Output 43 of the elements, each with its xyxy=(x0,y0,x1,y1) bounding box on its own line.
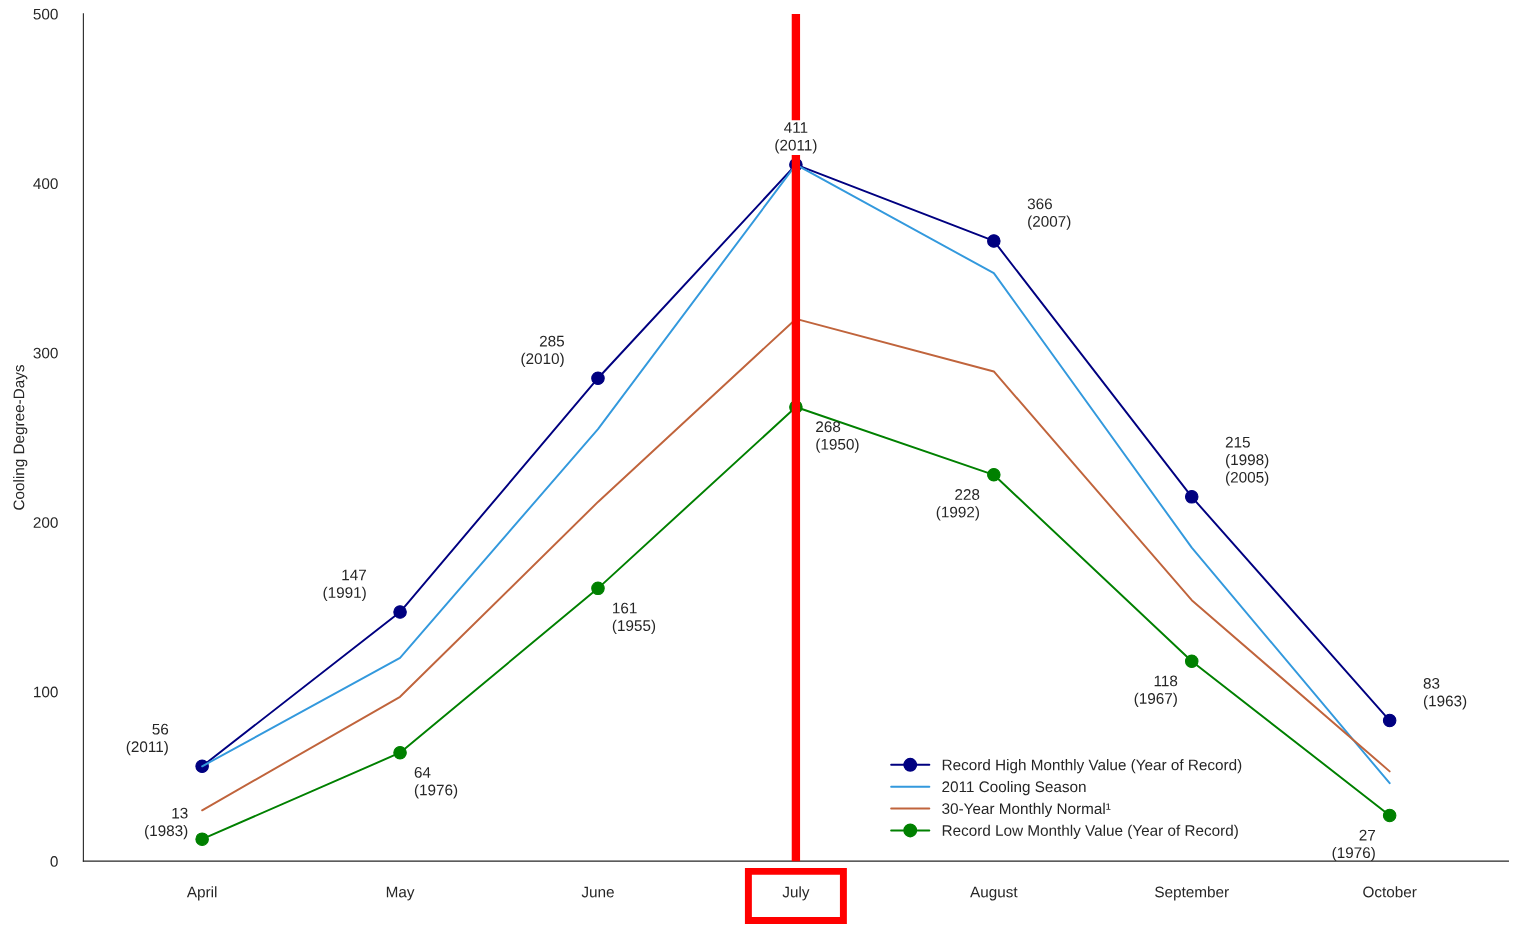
point xyxy=(591,371,605,385)
data-label: 285 (2010) xyxy=(521,335,565,368)
data-label: 27 (1976) xyxy=(1332,829,1376,862)
point xyxy=(393,745,407,760)
y-tick-label: 400 xyxy=(33,178,58,190)
data-label: 228 (1992) xyxy=(936,489,980,521)
y-tick-label: 300 xyxy=(33,347,58,359)
x-tick-label: May xyxy=(386,886,415,901)
x-tick-label: April xyxy=(186,886,217,901)
y-tick-label: 100 xyxy=(34,686,58,698)
data-label: 411 (2011) xyxy=(775,122,817,154)
data-label: 83 (1963) xyxy=(1423,678,1467,710)
point xyxy=(1184,490,1199,504)
x-tick-label: October xyxy=(1363,886,1417,898)
x-tick-label: July xyxy=(782,886,810,901)
legend-label: 2011 Cooling Season xyxy=(942,780,1086,796)
point xyxy=(1184,654,1199,668)
x-tick-label: September xyxy=(1155,886,1229,901)
point xyxy=(195,832,209,846)
x-tick-label: August xyxy=(970,886,1018,901)
point xyxy=(393,605,407,619)
legend-label: Record Low Monthly Value (Year of Record) xyxy=(942,824,1238,839)
x-tick-label: June xyxy=(581,886,614,898)
point xyxy=(1382,808,1397,823)
data-label: 161 (1955) xyxy=(612,602,656,635)
y-tick-label: 500 xyxy=(33,8,58,20)
y-tick-label: 200 xyxy=(33,517,58,528)
data-label: 118 (1967) xyxy=(1134,675,1178,707)
point xyxy=(987,468,1001,482)
point xyxy=(591,581,605,596)
data-label: 147 (1991) xyxy=(323,569,366,601)
data-label: 13 (1983) xyxy=(145,807,188,840)
legend-label: 30-Year Monthly Normal¹ xyxy=(942,802,1111,818)
y-tick-label: 0 xyxy=(50,856,58,867)
data-label: 215 (1998) (2005) xyxy=(1225,436,1269,486)
data-label: 56 (2011) xyxy=(126,723,169,756)
point xyxy=(987,234,1001,248)
data-label: 64 (1976) xyxy=(414,767,458,799)
point xyxy=(1382,713,1397,728)
y-axis-title: Cooling Degree-Days xyxy=(13,365,28,510)
legend-label: Record High Monthly Value (Year of Record) xyxy=(942,759,1242,774)
data-label: 366 (2007) xyxy=(1027,198,1071,230)
data-label: 268 (1950) xyxy=(816,421,859,453)
